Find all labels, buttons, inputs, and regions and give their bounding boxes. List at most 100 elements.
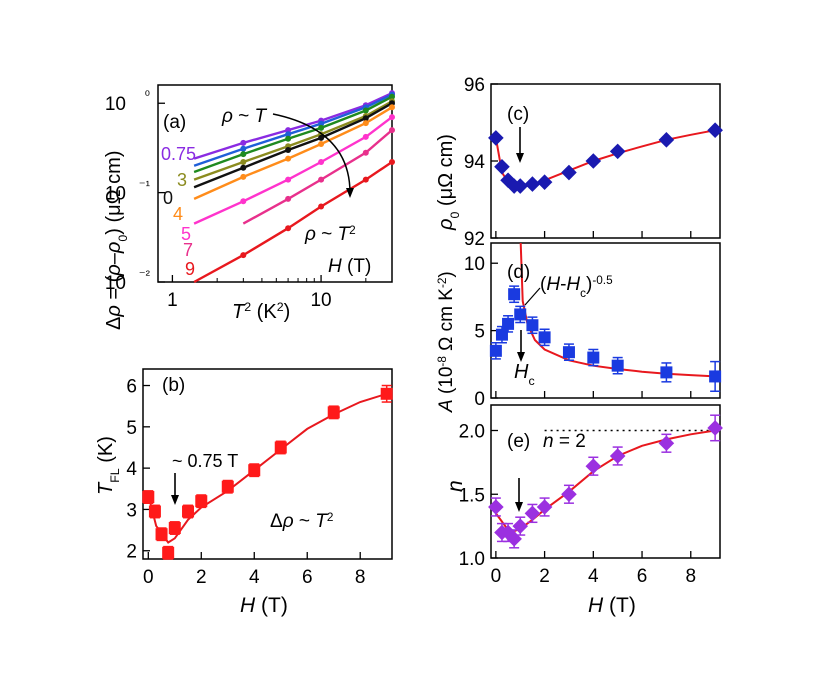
data-point — [512, 178, 529, 194]
data-point — [707, 420, 723, 436]
x-tick-label: 6 — [637, 566, 648, 587]
y-axis-label: ρ0 (μΩ cm) — [435, 134, 462, 231]
data-point — [240, 173, 247, 180]
plot-frame — [490, 242, 721, 399]
x-tick-label: 8 — [355, 567, 366, 588]
data-point — [162, 546, 175, 559]
y-tick-label: 92 — [464, 229, 485, 250]
data-point — [148, 505, 161, 518]
legend-label: 4 — [173, 204, 183, 224]
x-tick-label: 10 — [310, 290, 331, 311]
data-point — [526, 319, 539, 332]
data-point — [660, 366, 673, 379]
legend-label: 9 — [185, 259, 195, 279]
curved-arrow — [272, 113, 354, 198]
data-point — [362, 176, 369, 183]
data-point — [495, 328, 508, 341]
y-tick-exponent: ⁻² — [139, 267, 151, 282]
data-point — [285, 195, 292, 202]
data-point — [502, 317, 515, 330]
fit-line — [494, 129, 716, 189]
data-point — [380, 387, 393, 400]
y-tick-label: 94 — [464, 152, 486, 173]
data-point — [562, 346, 575, 359]
data-point — [240, 159, 247, 165]
annotation-rho-t2: ρ ~ T2 — [304, 224, 356, 246]
label-leader — [524, 287, 541, 306]
panel-label: (c) — [507, 104, 529, 125]
data-point — [240, 198, 247, 205]
y-axis-label: Δρ = (ρ–ρ0) (μΩ cm) — [103, 151, 130, 330]
x-tick-label: 4 — [249, 567, 260, 588]
y-tick-label: 10 — [105, 273, 126, 294]
x-tick-label: 8 — [685, 566, 696, 587]
data-point — [389, 114, 395, 121]
data-point — [248, 464, 261, 477]
data-point — [240, 151, 247, 158]
data-point — [611, 359, 624, 372]
data-point — [389, 104, 395, 111]
data-point — [285, 176, 292, 183]
data-point — [168, 522, 181, 535]
panel-c: 92 94 96 (c) ρ0 (μΩ cm) — [435, 75, 723, 250]
plot-frame — [142, 368, 393, 560]
legend-label: 3 — [177, 170, 187, 190]
data-point — [707, 122, 723, 138]
plot-frame — [157, 84, 393, 283]
x-axis-label: T2 (K2) — [232, 300, 290, 323]
data-point — [658, 132, 675, 148]
panel-label: (e) — [507, 431, 530, 452]
data-point — [488, 499, 504, 515]
series-line — [193, 106, 393, 200]
series-line — [193, 92, 393, 160]
data-point — [538, 331, 551, 344]
data-point — [285, 155, 292, 162]
series-line — [193, 93, 393, 167]
series-line — [193, 161, 393, 284]
data-point — [524, 176, 541, 192]
data-point — [609, 448, 626, 464]
y-axis-label: TFL (K) — [95, 436, 122, 495]
data-point — [318, 203, 325, 210]
data-point — [274, 441, 287, 454]
data-point — [240, 252, 247, 259]
y-tick-label: 6 — [126, 377, 137, 398]
y-tick-label: 10 — [464, 254, 485, 275]
data-point — [561, 164, 577, 181]
x-tick-label: 4 — [588, 566, 599, 587]
data-point — [587, 351, 600, 364]
x-axis-label: H (T) — [240, 594, 288, 617]
y-tick-label: 96 — [464, 75, 485, 96]
annotation-rho-t: ρ ~ T — [221, 106, 268, 127]
data-point — [561, 486, 577, 503]
data-point — [318, 159, 325, 165]
data-point — [389, 93, 395, 100]
data-point — [500, 172, 516, 189]
data-point — [318, 134, 325, 141]
y-tick-label: 1.0 — [459, 549, 485, 570]
reference-label: n = 2 — [543, 431, 586, 452]
y-tick-label: 3 — [126, 500, 137, 521]
legend-label: 5 — [181, 224, 191, 244]
y-tick-label: 2 — [126, 542, 137, 563]
panel-label: (b) — [162, 375, 185, 396]
series-line — [193, 100, 393, 181]
data-point — [155, 528, 168, 541]
y-axis-label: A (10-8 Ω cm K-2) — [436, 271, 458, 413]
data-point — [285, 225, 292, 232]
x-tick-label: 1 — [167, 290, 178, 311]
x-tick-label: 6 — [302, 567, 313, 588]
panel-label: (d) — [507, 262, 530, 283]
annotation-law: Δρ ~ T2 — [270, 511, 333, 533]
data-point — [524, 505, 541, 522]
x-tick-label: 0 — [491, 566, 502, 587]
x-axis-label: H (T) — [588, 594, 636, 617]
data-point — [508, 288, 521, 301]
panel-e: 0 2 4 6 8 1.0 1.5 2.0 (e) n = 2 n H (T) — [444, 404, 723, 617]
data-point — [285, 127, 292, 134]
data-point — [240, 164, 247, 171]
y-tick-label: 4 — [126, 459, 137, 480]
data-point — [512, 518, 529, 534]
